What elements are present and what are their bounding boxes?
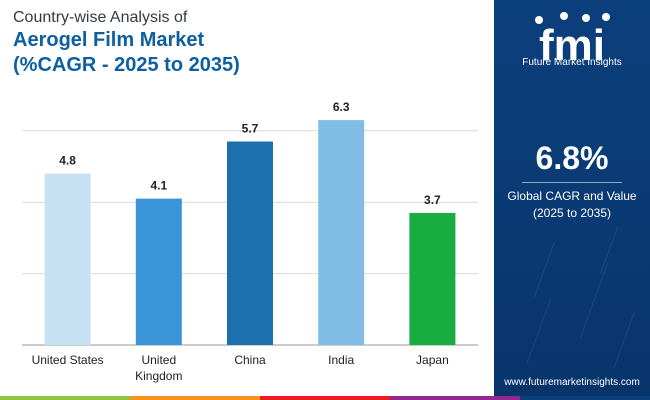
x-tick-label: United bbox=[141, 353, 176, 367]
color-strip bbox=[0, 396, 650, 400]
strip-segment bbox=[520, 396, 650, 400]
logo-text: fmi bbox=[539, 21, 605, 63]
fmi-logo: fmi bbox=[494, 8, 650, 70]
strip-segment bbox=[260, 396, 390, 400]
divider bbox=[522, 182, 622, 183]
logo-caption: Future Market Insights bbox=[522, 57, 622, 68]
x-tick-label: Kingdom bbox=[135, 369, 182, 383]
chart-title: Country-wise Analysis of Aerogel Film Ma… bbox=[13, 8, 240, 78]
cagr-label-line-1: Global CAGR and Value bbox=[507, 189, 637, 203]
data-label: 3.7 bbox=[424, 193, 441, 207]
bar-japan bbox=[409, 212, 456, 345]
data-label: 4.1 bbox=[150, 179, 167, 193]
global-cagr-value: 6.8% bbox=[535, 140, 609, 176]
x-tick-label: United States bbox=[32, 353, 104, 367]
title-line-2: Aerogel Film Market bbox=[13, 29, 205, 51]
x-tick-label: Japan bbox=[416, 353, 449, 367]
global-cagr-label: Global CAGR and Value (2025 to 2035) bbox=[494, 188, 650, 222]
summary-panel: fmi Future Market Insights 6.8% Global C… bbox=[494, 0, 650, 400]
data-label: 6.3 bbox=[333, 100, 350, 114]
data-label: 4.8 bbox=[59, 154, 76, 168]
website-link[interactable]: www.futuremarketinsights.com bbox=[504, 377, 640, 388]
title-line-3: (%CAGR - 2025 to 2035) bbox=[13, 54, 240, 76]
bar-china bbox=[227, 141, 273, 345]
x-tick-label: China bbox=[234, 353, 266, 367]
strip-segment bbox=[130, 396, 260, 400]
title-line-1: Country-wise Analysis of bbox=[13, 9, 188, 26]
data-label: 5.7 bbox=[242, 122, 259, 136]
bar-india bbox=[318, 120, 365, 345]
x-tick-label: India bbox=[328, 353, 354, 367]
cagr-label-line-2: (2025 to 2035) bbox=[532, 206, 612, 220]
bar-united-kingdom bbox=[135, 198, 182, 345]
bar-chart: 4.8 United States 4.1 United Kingdom 5.7 China… bbox=[22, 100, 478, 383]
strip-segment bbox=[0, 396, 130, 400]
strip-segment bbox=[390, 396, 520, 400]
bar-united-states bbox=[44, 173, 91, 345]
